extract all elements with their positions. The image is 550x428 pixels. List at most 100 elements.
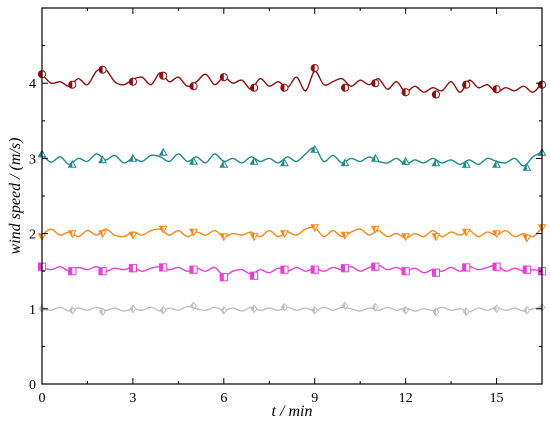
data-point — [189, 82, 198, 91]
x-tick-label: 3 — [129, 391, 136, 406]
data-point — [492, 230, 501, 239]
data-point — [401, 233, 411, 242]
series-line-5 — [41, 305, 543, 313]
data-point — [341, 301, 349, 311]
x-axis-label: t / min — [272, 403, 313, 420]
data-point — [159, 71, 168, 80]
data-point — [462, 263, 471, 272]
series-line-1 — [41, 68, 543, 93]
y-tick-label: 1 — [29, 303, 36, 318]
data-point — [98, 230, 108, 239]
data-point — [250, 83, 259, 92]
data-point — [401, 156, 411, 165]
data-point — [462, 307, 470, 317]
data-point — [310, 64, 319, 73]
data-point — [219, 159, 229, 168]
data-point — [431, 90, 441, 99]
data-point — [522, 265, 531, 274]
series-line-3 — [41, 226, 543, 239]
data-point — [128, 77, 138, 86]
data-point — [431, 268, 441, 277]
data-point — [432, 307, 440, 317]
data-point — [128, 264, 138, 273]
y-tick-label: 2 — [29, 228, 36, 243]
data-point — [250, 271, 259, 280]
data-point — [431, 158, 441, 167]
data-point — [370, 153, 380, 162]
data-point — [462, 80, 471, 89]
x-tick-label: 12 — [399, 391, 413, 406]
plot-marks — [37, 64, 547, 317]
plot-frame — [41, 7, 543, 385]
data-point — [280, 83, 289, 92]
data-point — [219, 73, 228, 82]
data-point — [340, 231, 350, 240]
data-point — [431, 233, 441, 242]
data-point — [98, 65, 107, 74]
x-tick-label: 15 — [490, 391, 504, 406]
data-point — [522, 234, 532, 243]
y-tick-label: 3 — [29, 152, 36, 167]
data-point — [492, 159, 501, 168]
x-tick-label: 9 — [311, 391, 318, 406]
data-point — [493, 304, 501, 314]
data-point — [523, 305, 531, 315]
data-point — [310, 224, 320, 233]
data-point — [128, 231, 138, 240]
data-point — [128, 153, 138, 162]
data-point — [402, 305, 410, 315]
x-tick-label: 6 — [220, 391, 227, 406]
data-point — [340, 158, 350, 167]
data-point — [279, 158, 289, 167]
data-point — [401, 88, 410, 97]
data-point — [311, 305, 319, 315]
data-point — [189, 228, 198, 237]
data-point — [310, 265, 319, 274]
data-point — [370, 225, 380, 234]
data-point — [129, 304, 137, 314]
data-point — [279, 230, 289, 239]
data-point — [371, 79, 380, 88]
y-tick-label: 0 — [29, 378, 36, 393]
data-point — [159, 305, 167, 315]
data-point — [340, 264, 350, 273]
data-point — [67, 159, 77, 168]
data-point — [340, 83, 350, 92]
y-tick-label: 4 — [29, 77, 36, 92]
data-point — [68, 267, 77, 276]
data-point — [280, 302, 288, 312]
data-point — [401, 267, 410, 276]
data-point — [68, 80, 77, 89]
data-point — [99, 307, 107, 317]
y-axis-label: wind speed / (m/s) — [7, 138, 24, 255]
data-point — [189, 156, 198, 165]
data-point — [371, 262, 380, 271]
data-point — [522, 162, 532, 171]
series-line-4 — [41, 264, 543, 277]
data-point — [98, 155, 108, 164]
data-point — [249, 233, 259, 242]
data-point — [219, 273, 228, 282]
data-point — [189, 301, 198, 311]
data-point — [220, 305, 228, 315]
data-point — [249, 156, 259, 165]
data-point — [250, 304, 258, 314]
data-point — [219, 233, 229, 242]
data-point — [158, 147, 168, 156]
data-point — [159, 263, 168, 272]
data-point — [158, 225, 168, 234]
data-point — [67, 230, 77, 239]
x-tick-label: 0 — [39, 391, 46, 406]
data-point — [492, 85, 501, 94]
data-point — [280, 265, 289, 274]
data-point — [371, 302, 379, 312]
data-point — [461, 228, 471, 237]
data-point — [189, 265, 198, 274]
data-point — [310, 144, 320, 153]
data-point — [68, 305, 76, 315]
series-line-2 — [41, 146, 543, 167]
data-point — [461, 159, 471, 168]
data-point — [98, 267, 107, 276]
